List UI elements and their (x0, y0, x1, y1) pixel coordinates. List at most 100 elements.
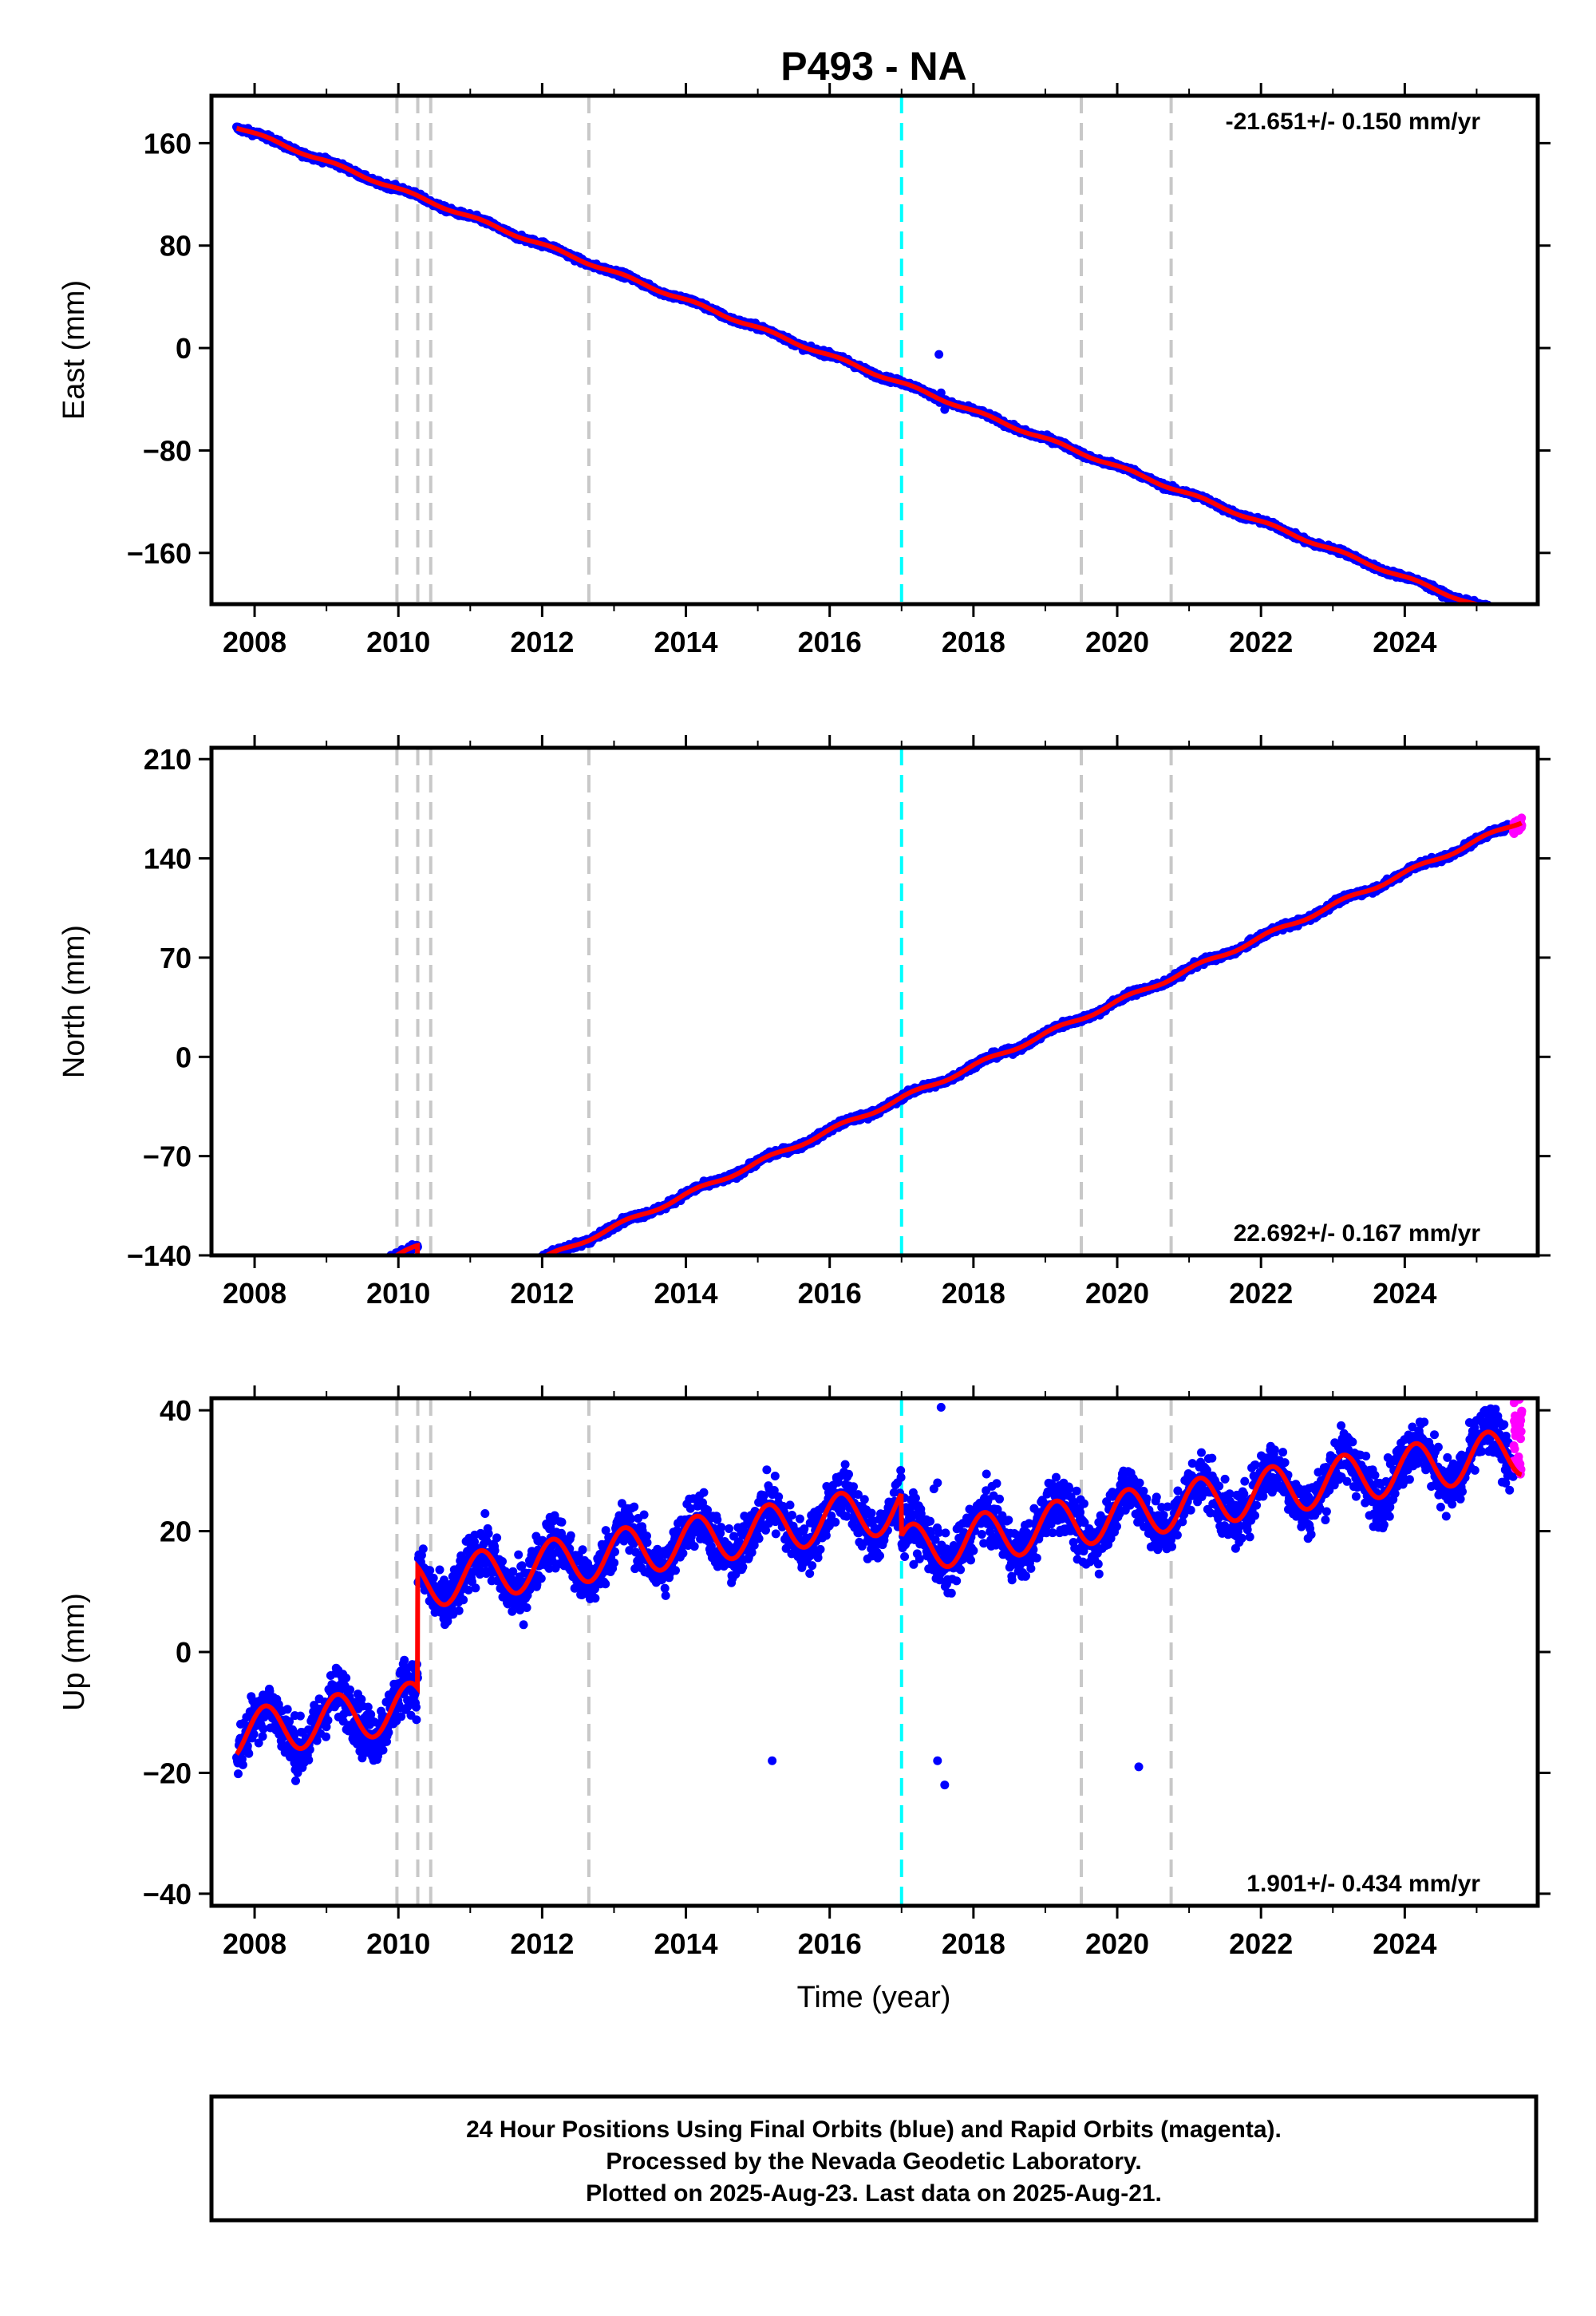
data-point (1494, 606, 1503, 615)
data-point (378, 1259, 387, 1268)
data-point (317, 1285, 326, 1294)
data-point (323, 1281, 332, 1290)
data-point (289, 1301, 298, 1310)
data-point (350, 1271, 358, 1279)
data-point (495, 1275, 504, 1283)
data-point (478, 1280, 487, 1289)
data-point (1498, 613, 1507, 622)
data-point (314, 1289, 322, 1298)
data-point (528, 1258, 537, 1267)
data-point (339, 1272, 348, 1281)
data-point (287, 1300, 296, 1309)
data-point (325, 1282, 334, 1291)
data-point (494, 1274, 503, 1282)
data-point (305, 1293, 314, 1302)
data-point (384, 1258, 393, 1267)
data-point (336, 1278, 345, 1286)
data-point (249, 1315, 258, 1324)
data-point (488, 1275, 497, 1284)
data-point (1499, 611, 1508, 619)
data-point (319, 1282, 328, 1291)
data-point (436, 1302, 444, 1310)
data-point (346, 1273, 354, 1282)
data-point (499, 1272, 508, 1281)
data-point (345, 1275, 354, 1283)
data-point (259, 1309, 268, 1318)
data-point (1492, 606, 1501, 615)
plot-panels: 2008 2010 2012 2014 2016 2018 2020 2022 20241608… (57, 83, 1551, 1960)
data-point (342, 1275, 350, 1283)
data-point (516, 1267, 524, 1275)
data-point (479, 1280, 488, 1289)
data-point (383, 1257, 392, 1266)
data-point (467, 1287, 476, 1296)
data-point (374, 1262, 383, 1271)
data-point (459, 1290, 468, 1299)
north-plot-area (232, 748, 1527, 1333)
data-point (487, 1279, 496, 1287)
data-point (453, 1292, 462, 1301)
data-point (383, 1257, 392, 1266)
data-point (248, 1318, 257, 1326)
data-point (456, 1290, 465, 1298)
data-point (310, 1285, 319, 1294)
data-point (258, 1310, 267, 1318)
data-point (371, 1265, 380, 1274)
data-point (489, 1275, 498, 1283)
data-point (344, 1272, 353, 1281)
data-point (523, 1263, 532, 1272)
data-point (446, 1300, 455, 1309)
data-point (310, 1287, 319, 1296)
data-point (433, 1305, 441, 1314)
rapid-point (1516, 622, 1525, 630)
data-point (523, 1265, 532, 1274)
data-point (518, 1267, 527, 1275)
data-point (257, 1311, 266, 1320)
data-point (311, 1290, 320, 1298)
data-point (251, 1312, 260, 1321)
data-point (457, 1289, 466, 1298)
data-point (437, 1303, 445, 1312)
data-point (460, 1290, 469, 1299)
data-point (476, 1279, 485, 1288)
data-point (263, 1309, 272, 1318)
data-point (358, 1267, 367, 1275)
data-point (470, 1286, 479, 1295)
data-point (340, 1271, 349, 1280)
data-point (447, 1296, 456, 1305)
rapid-point (1511, 621, 1520, 630)
data-point (232, 1323, 241, 1332)
rapid-point (1511, 617, 1520, 626)
data-point (1502, 612, 1511, 621)
data-point (465, 1285, 474, 1294)
data-point (456, 1293, 464, 1302)
data-point (337, 1272, 346, 1281)
data-point (388, 1256, 397, 1265)
data-point (519, 1267, 528, 1275)
rapid-point (1515, 620, 1524, 629)
data-point (291, 1301, 300, 1310)
data-point (429, 1303, 438, 1312)
data-point (496, 1272, 505, 1281)
data-point (516, 1267, 525, 1275)
data-point (346, 1273, 355, 1282)
data-point (333, 1277, 342, 1286)
data-point (449, 1294, 458, 1303)
data-point (1496, 609, 1505, 618)
data-point (440, 1302, 448, 1310)
data-point (294, 1300, 302, 1309)
data-point (299, 1296, 308, 1305)
data-point (375, 1261, 384, 1270)
data-point (528, 1260, 537, 1269)
data-point (234, 1324, 243, 1333)
data-point (350, 1271, 359, 1279)
data-point (322, 1284, 331, 1293)
data-point (447, 1297, 456, 1306)
data-point (241, 1322, 250, 1330)
data-point (460, 1290, 468, 1298)
data-point (334, 1276, 343, 1285)
data-point (481, 1281, 490, 1290)
data-point (367, 1264, 376, 1273)
data-point (483, 1276, 492, 1285)
data-point (338, 1277, 347, 1286)
